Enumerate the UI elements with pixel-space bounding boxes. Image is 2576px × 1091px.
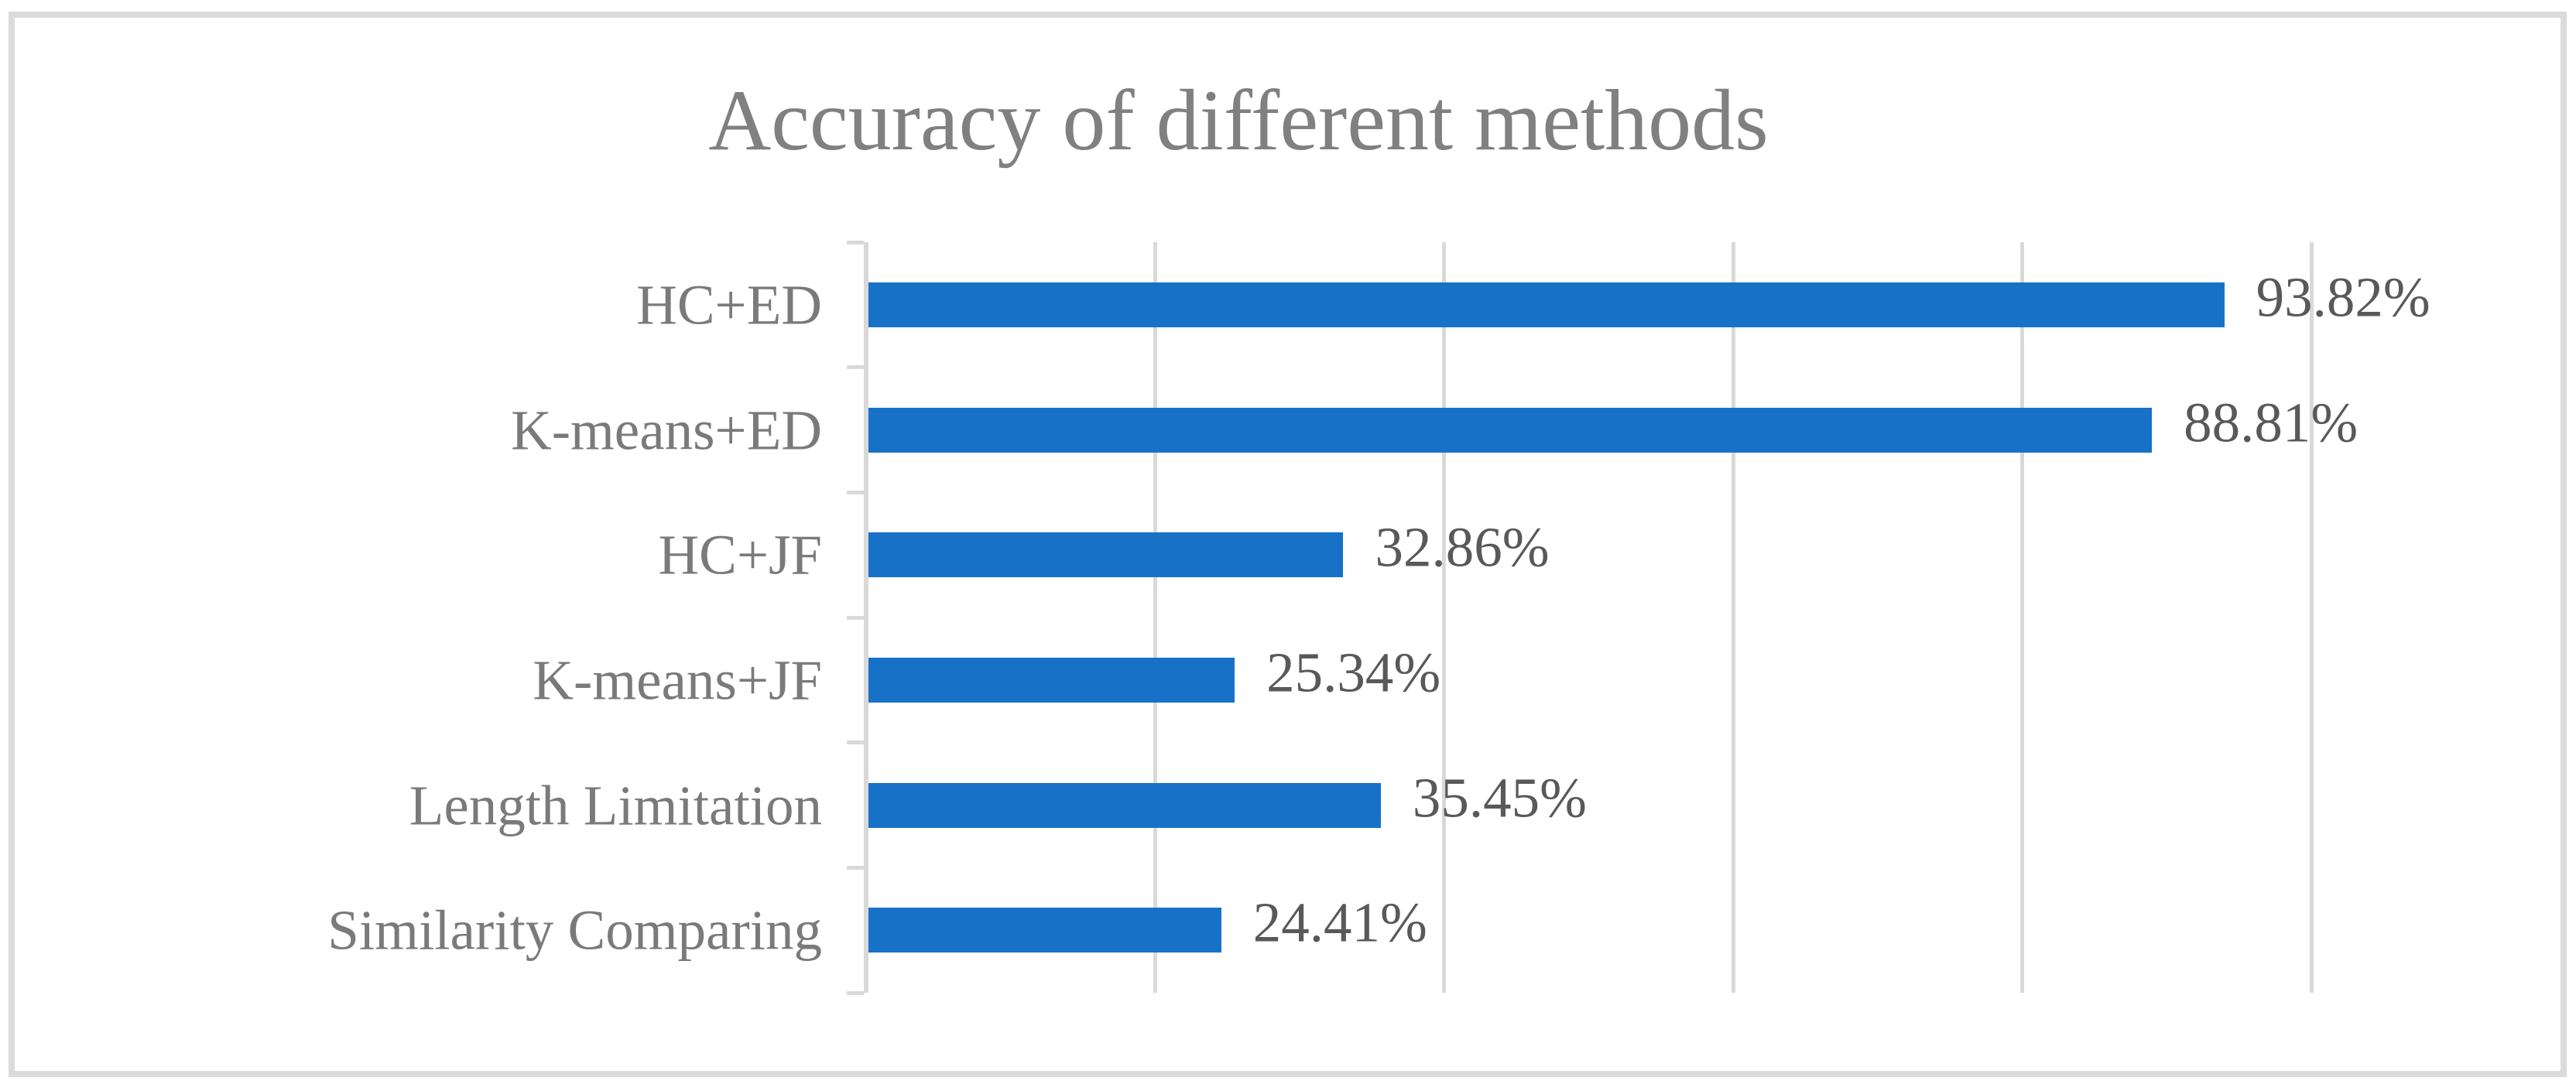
- value-label: 35.45%: [1412, 766, 1587, 829]
- chart-title: Accuracy of different methods: [708, 73, 1769, 169]
- axis-tick: [847, 615, 864, 620]
- bar-similarity-comparing: [868, 908, 1221, 953]
- category-label: K-means+ED: [511, 398, 822, 461]
- category-label: K-means+JF: [533, 648, 822, 712]
- axis-tick: [847, 490, 864, 494]
- bar-length-limitation: [868, 782, 1381, 828]
- value-label: 25.34%: [1266, 641, 1441, 704]
- major-gridline: [2309, 242, 2314, 993]
- axis-tick: [847, 740, 864, 745]
- axis-tick: [847, 865, 864, 870]
- axis-tick: [847, 990, 864, 995]
- chart-frame-border: [9, 12, 2567, 1077]
- bar-hc-jf: [868, 532, 1344, 578]
- major-gridline: [2020, 242, 2025, 993]
- category-axis-line: [864, 242, 868, 993]
- axis-tick: [847, 365, 864, 370]
- major-gridline: [1153, 242, 1157, 993]
- bar-k-means-jf: [868, 657, 1235, 703]
- major-gridline: [1442, 242, 1447, 993]
- category-label: Length Limitation: [409, 774, 822, 836]
- bar-k-means-ed: [868, 407, 2153, 453]
- value-label: 24.41%: [1252, 891, 1427, 954]
- bar-hc-ed: [868, 282, 2225, 327]
- category-label: HC+JF: [658, 523, 822, 587]
- value-label: 32.86%: [1375, 515, 1550, 579]
- value-label: 93.82%: [2256, 265, 2430, 329]
- category-label: HC+ED: [636, 273, 822, 337]
- category-label: Similarity Comparing: [327, 898, 822, 962]
- axis-tick: [847, 240, 864, 245]
- value-label: 88.81%: [2184, 391, 2358, 453]
- major-gridline: [1731, 242, 1735, 993]
